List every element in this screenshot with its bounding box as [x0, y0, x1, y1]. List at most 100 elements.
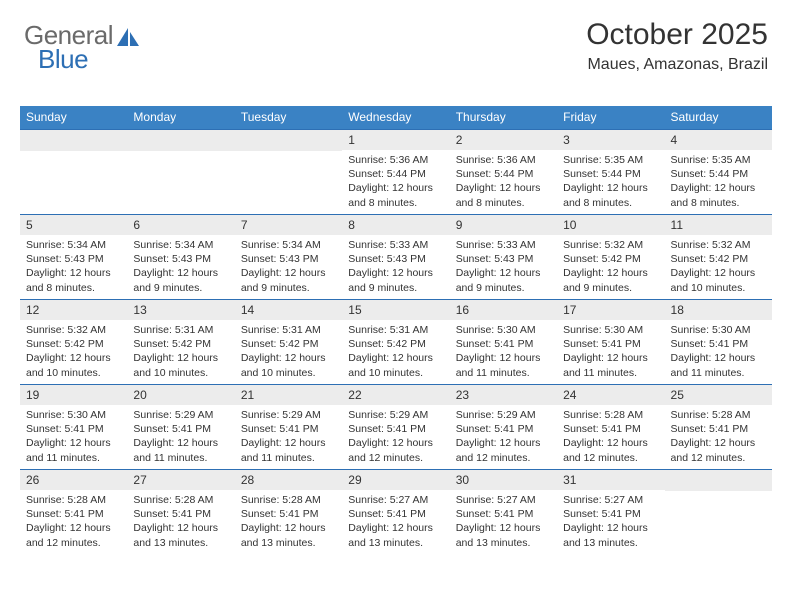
daylight-text: Daylight: 12 hours and 10 minutes.: [671, 266, 766, 294]
day-cell: 13Sunrise: 5:31 AMSunset: 5:42 PMDayligh…: [127, 300, 234, 384]
day-number: 14: [235, 300, 342, 320]
day-cell: 25Sunrise: 5:28 AMSunset: 5:41 PMDayligh…: [665, 385, 772, 469]
day-cell: 5Sunrise: 5:34 AMSunset: 5:43 PMDaylight…: [20, 215, 127, 299]
daylight-text: Daylight: 12 hours and 10 minutes.: [241, 351, 336, 379]
day-number: [20, 130, 127, 151]
week-row: 5Sunrise: 5:34 AMSunset: 5:43 PMDaylight…: [20, 214, 772, 299]
day-number: 8: [342, 215, 449, 235]
dow-cell: Thursday: [450, 106, 557, 129]
sunset-text: Sunset: 5:41 PM: [348, 507, 443, 521]
dow-cell: Sunday: [20, 106, 127, 129]
day-content: Sunrise: 5:31 AMSunset: 5:42 PMDaylight:…: [127, 320, 234, 384]
sunset-text: Sunset: 5:43 PM: [241, 252, 336, 266]
dow-cell: Monday: [127, 106, 234, 129]
sunrise-text: Sunrise: 5:28 AM: [671, 408, 766, 422]
sunrise-text: Sunrise: 5:29 AM: [456, 408, 551, 422]
day-content: Sunrise: 5:34 AMSunset: 5:43 PMDaylight:…: [127, 235, 234, 299]
sunrise-text: Sunrise: 5:35 AM: [671, 153, 766, 167]
day-number: 11: [665, 215, 772, 235]
daylight-text: Daylight: 12 hours and 11 minutes.: [671, 351, 766, 379]
day-content: Sunrise: 5:35 AMSunset: 5:44 PMDaylight:…: [557, 150, 664, 214]
day-cell: 16Sunrise: 5:30 AMSunset: 5:41 PMDayligh…: [450, 300, 557, 384]
daylight-text: Daylight: 12 hours and 13 minutes.: [456, 521, 551, 549]
daylight-text: Daylight: 12 hours and 13 minutes.: [348, 521, 443, 549]
day-content: Sunrise: 5:34 AMSunset: 5:43 PMDaylight:…: [20, 235, 127, 299]
day-cell: 2Sunrise: 5:36 AMSunset: 5:44 PMDaylight…: [450, 130, 557, 214]
sunset-text: Sunset: 5:43 PM: [133, 252, 228, 266]
daylight-text: Daylight: 12 hours and 12 minutes.: [563, 436, 658, 464]
day-cell: 10Sunrise: 5:32 AMSunset: 5:42 PMDayligh…: [557, 215, 664, 299]
day-number: 2: [450, 130, 557, 150]
daylight-text: Daylight: 12 hours and 8 minutes.: [563, 181, 658, 209]
daylight-text: Daylight: 12 hours and 8 minutes.: [348, 181, 443, 209]
day-content: Sunrise: 5:30 AMSunset: 5:41 PMDaylight:…: [665, 320, 772, 384]
day-number: 24: [557, 385, 664, 405]
day-number: [127, 130, 234, 151]
day-cell: 20Sunrise: 5:29 AMSunset: 5:41 PMDayligh…: [127, 385, 234, 469]
dow-cell: Tuesday: [235, 106, 342, 129]
day-cell: 9Sunrise: 5:33 AMSunset: 5:43 PMDaylight…: [450, 215, 557, 299]
day-content: Sunrise: 5:28 AMSunset: 5:41 PMDaylight:…: [665, 405, 772, 469]
day-number: 16: [450, 300, 557, 320]
sunrise-text: Sunrise: 5:36 AM: [348, 153, 443, 167]
day-cell: 18Sunrise: 5:30 AMSunset: 5:41 PMDayligh…: [665, 300, 772, 384]
sunset-text: Sunset: 5:42 PM: [26, 337, 121, 351]
day-content: Sunrise: 5:32 AMSunset: 5:42 PMDaylight:…: [557, 235, 664, 299]
day-content: Sunrise: 5:33 AMSunset: 5:43 PMDaylight:…: [342, 235, 449, 299]
day-content: Sunrise: 5:30 AMSunset: 5:41 PMDaylight:…: [450, 320, 557, 384]
sunset-text: Sunset: 5:44 PM: [348, 167, 443, 181]
page-title: October 2025: [586, 18, 768, 52]
daylight-text: Daylight: 12 hours and 9 minutes.: [456, 266, 551, 294]
dow-cell: Saturday: [665, 106, 772, 129]
day-content: Sunrise: 5:30 AMSunset: 5:41 PMDaylight:…: [557, 320, 664, 384]
sunset-text: Sunset: 5:43 PM: [348, 252, 443, 266]
daylight-text: Daylight: 12 hours and 11 minutes.: [563, 351, 658, 379]
day-content: Sunrise: 5:36 AMSunset: 5:44 PMDaylight:…: [450, 150, 557, 214]
sunrise-text: Sunrise: 5:32 AM: [26, 323, 121, 337]
day-number: 21: [235, 385, 342, 405]
day-cell: [665, 470, 772, 554]
daylight-text: Daylight: 12 hours and 12 minutes.: [456, 436, 551, 464]
week-row: 12Sunrise: 5:32 AMSunset: 5:42 PMDayligh…: [20, 299, 772, 384]
day-cell: 8Sunrise: 5:33 AMSunset: 5:43 PMDaylight…: [342, 215, 449, 299]
day-content: Sunrise: 5:34 AMSunset: 5:43 PMDaylight:…: [235, 235, 342, 299]
day-cell: [20, 130, 127, 214]
sunrise-text: Sunrise: 5:36 AM: [456, 153, 551, 167]
day-content: Sunrise: 5:29 AMSunset: 5:41 PMDaylight:…: [127, 405, 234, 469]
sunset-text: Sunset: 5:41 PM: [241, 507, 336, 521]
day-content: Sunrise: 5:29 AMSunset: 5:41 PMDaylight:…: [450, 405, 557, 469]
day-number: 28: [235, 470, 342, 490]
daylight-text: Daylight: 12 hours and 11 minutes.: [133, 436, 228, 464]
day-number: 22: [342, 385, 449, 405]
day-content: Sunrise: 5:30 AMSunset: 5:41 PMDaylight:…: [20, 405, 127, 469]
day-content: Sunrise: 5:31 AMSunset: 5:42 PMDaylight:…: [235, 320, 342, 384]
sunrise-text: Sunrise: 5:28 AM: [241, 493, 336, 507]
sunrise-text: Sunrise: 5:29 AM: [133, 408, 228, 422]
sunset-text: Sunset: 5:41 PM: [26, 507, 121, 521]
sunset-text: Sunset: 5:41 PM: [456, 507, 551, 521]
dow-cell: Friday: [557, 106, 664, 129]
page-subtitle: Maues, Amazonas, Brazil: [586, 56, 768, 74]
sunset-text: Sunset: 5:42 PM: [671, 252, 766, 266]
day-cell: 15Sunrise: 5:31 AMSunset: 5:42 PMDayligh…: [342, 300, 449, 384]
daylight-text: Daylight: 12 hours and 9 minutes.: [133, 266, 228, 294]
sunset-text: Sunset: 5:42 PM: [133, 337, 228, 351]
daylight-text: Daylight: 12 hours and 10 minutes.: [26, 351, 121, 379]
daylight-text: Daylight: 12 hours and 10 minutes.: [133, 351, 228, 379]
day-cell: 30 Sunrise: 5:27 AMSunset: 5:41 PMDayligh…: [450, 470, 557, 554]
day-cell: [127, 130, 234, 214]
day-cell: 4Sunrise: 5:35 AMSunset: 5:44 PMDaylight…: [665, 130, 772, 214]
day-number: 30: [450, 470, 557, 490]
day-number: 20: [127, 385, 234, 405]
day-content: Sunrise: 5:32 AMSunset: 5:42 PMDaylight:…: [665, 235, 772, 299]
sunrise-text: Sunrise: 5:27 AM: [456, 493, 551, 507]
day-cell: 11Sunrise: 5:32 AMSunset: 5:42 PMDayligh…: [665, 215, 772, 299]
day-number: 13: [127, 300, 234, 320]
day-cell: 7Sunrise: 5:34 AMSunset: 5:43 PMDaylight…: [235, 215, 342, 299]
day-number: 23: [450, 385, 557, 405]
sunset-text: Sunset: 5:41 PM: [563, 422, 658, 436]
day-content: Sunrise: 5:28 AMSunset: 5:41 PMDaylight:…: [235, 490, 342, 554]
sunrise-text: Sunrise: 5:34 AM: [26, 238, 121, 252]
logo: General Blue: [24, 20, 143, 51]
day-content: Sunrise: 5:35 AMSunset: 5:44 PMDaylight:…: [665, 150, 772, 214]
